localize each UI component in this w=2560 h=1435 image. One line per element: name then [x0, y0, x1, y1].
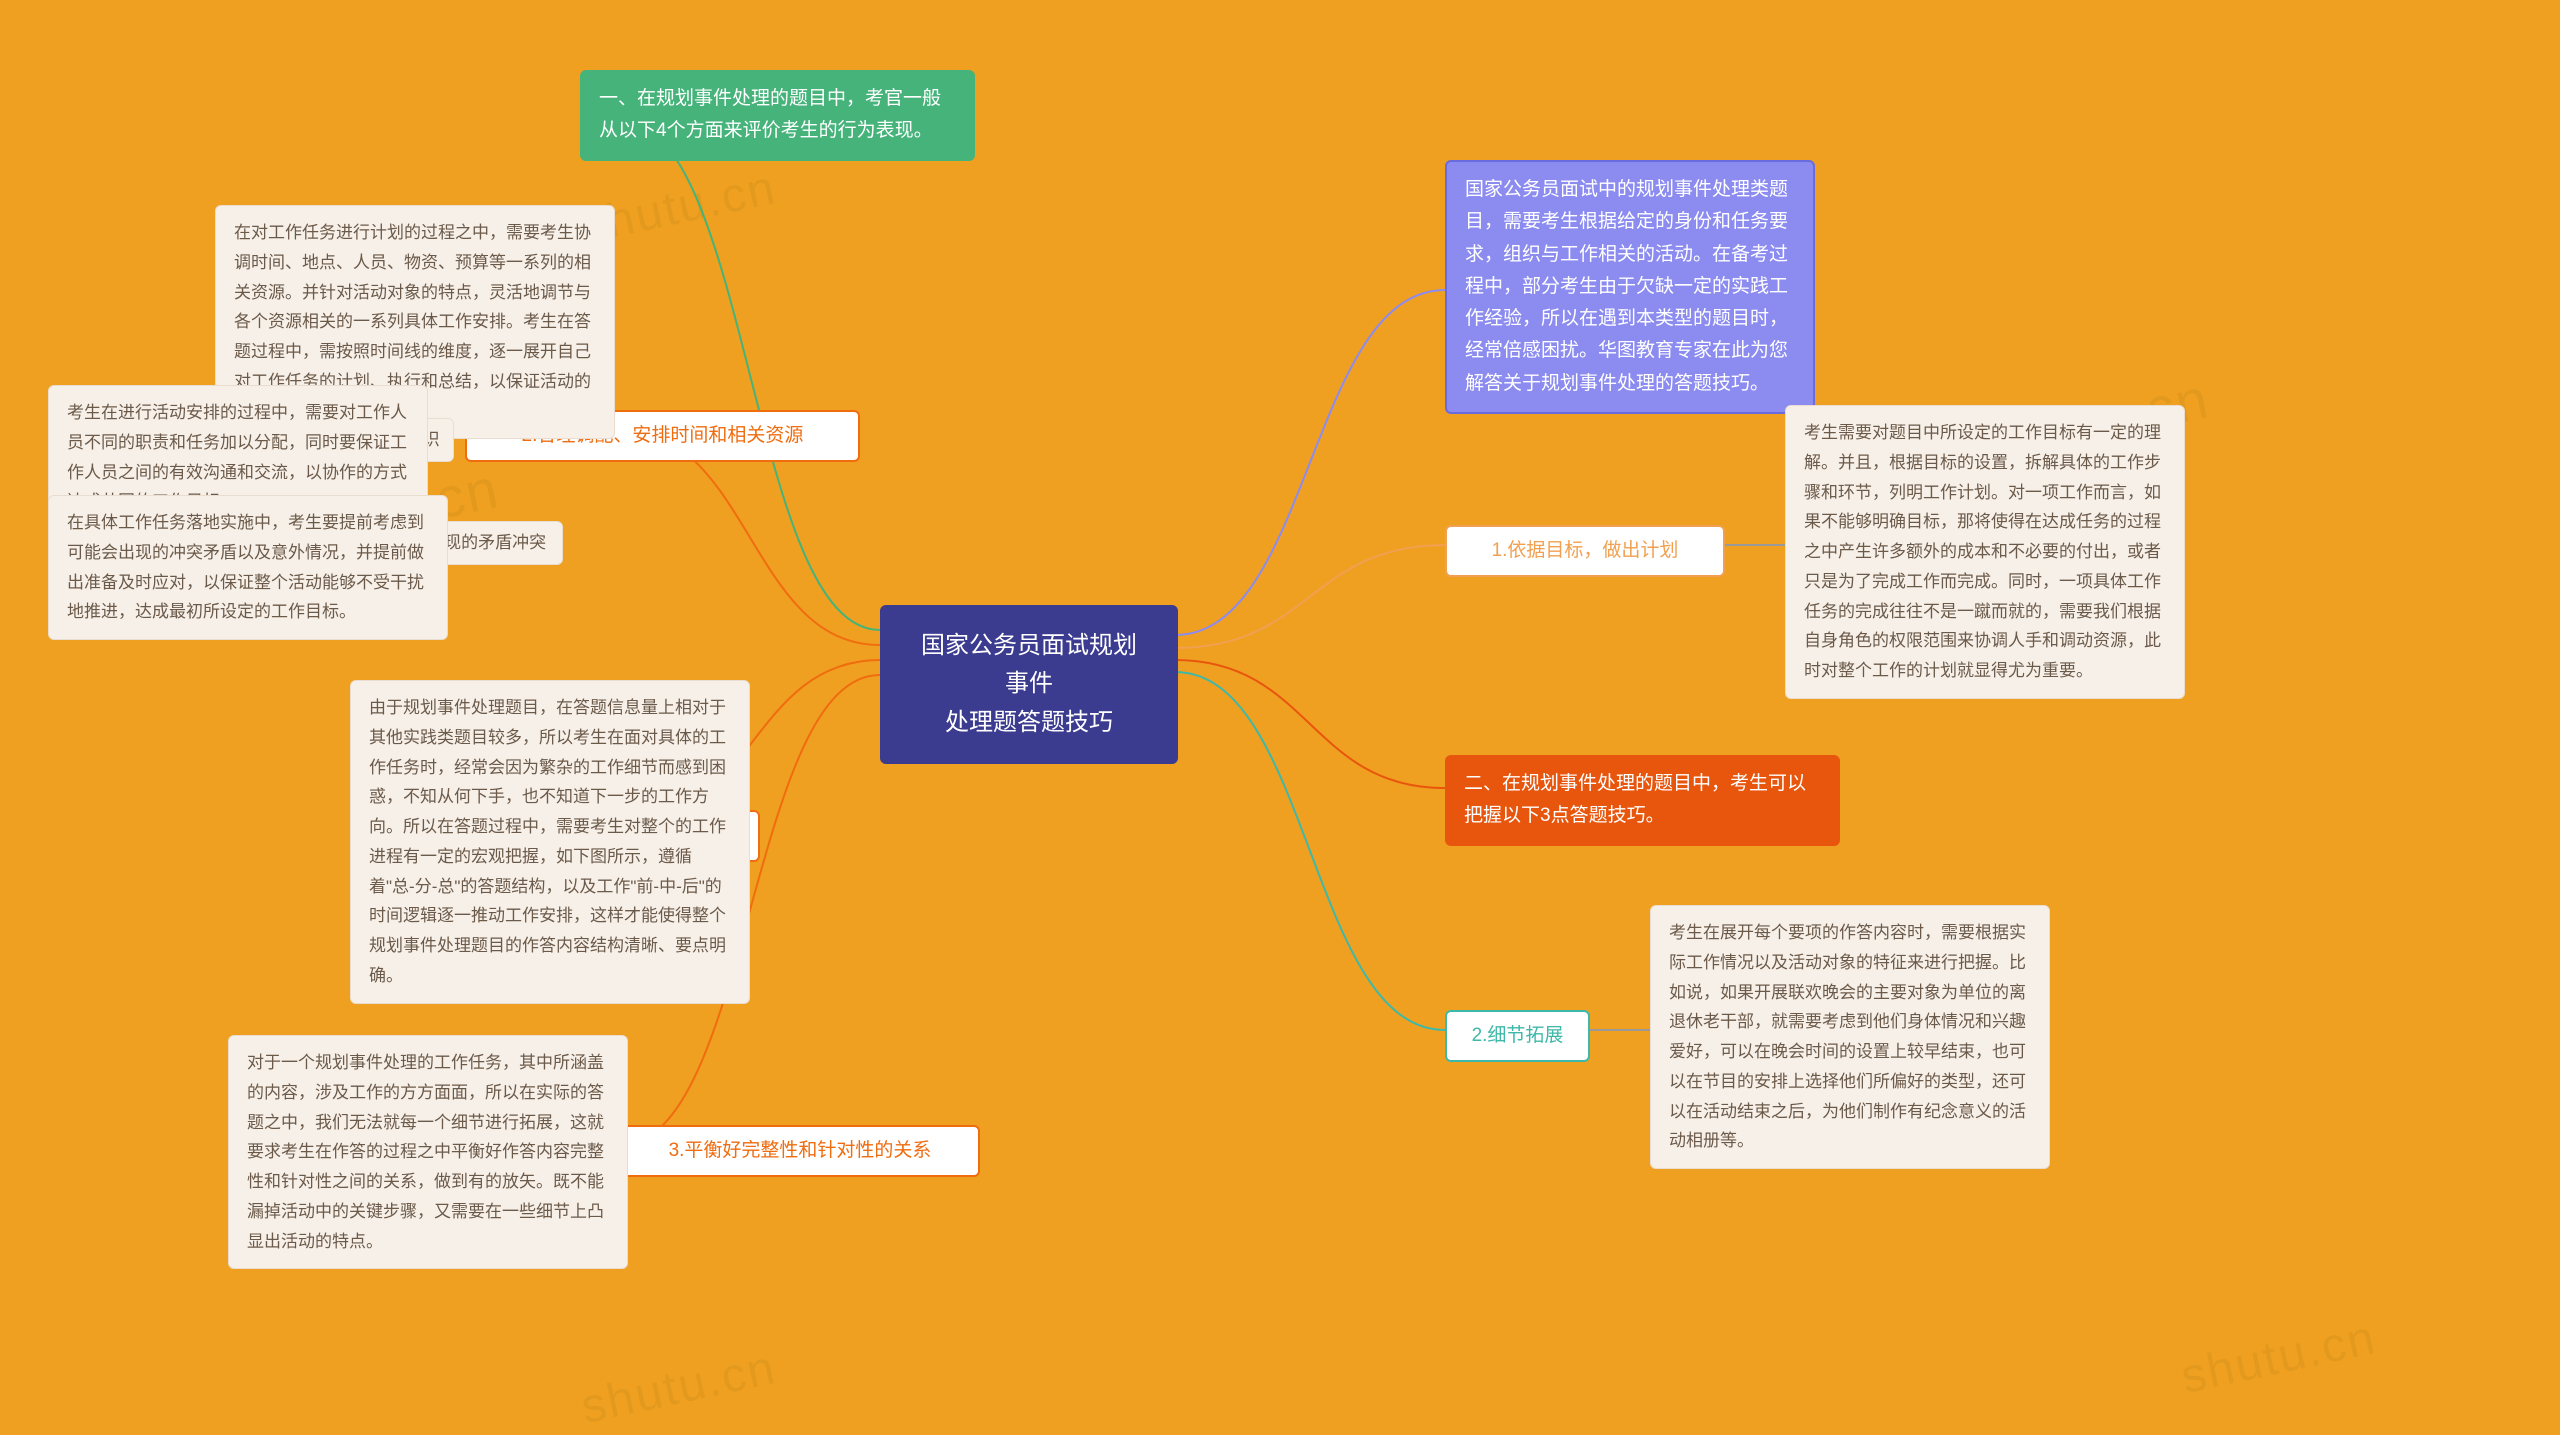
right-tip1-detail: 考生需要对题目中所设定的工作目标有一定的理解。并且，根据目标的设置，拆解具体的工… — [1785, 405, 2185, 699]
center-node: 国家公务员面试规划事件处理题答题技巧 — [880, 605, 1178, 764]
left-item1-detail: 由于规划事件处理题目，在答题信息量上相对于其他实践类题目较多，所以考生在面对具体… — [350, 680, 750, 1004]
left-item3-label: 3.平衡好完整性和针对性的关系 — [620, 1125, 980, 1177]
right-tip1-label: 1.依据目标，做出计划 — [1445, 525, 1725, 577]
watermark: shutu.cn — [576, 1340, 781, 1435]
right-tip2-detail: 考生在展开每个要项的作答内容时，需要根据实际工作情况以及活动对象的特征来进行把握… — [1650, 905, 2050, 1169]
left-section-a: 一、在规划事件处理的题目中，考官一般从以下4个方面来评价考生的行为表现。 — [580, 70, 975, 161]
watermark: shutu.cn — [2176, 1310, 2381, 1405]
left-item3-detail: 对于一个规划事件处理的工作任务，其中所涵盖的内容，涉及工作的方方面面，所以在实际… — [228, 1035, 628, 1269]
right-intro: 国家公务员面试中的规划事件处理类题目，需要考生根据给定的身份和任务要求，组织与工… — [1445, 160, 1815, 414]
right-tip2-label: 2.细节拓展 — [1445, 1010, 1590, 1062]
right-section-b: 二、在规划事件处理的题目中，考生可以把握以下3点答题技巧。 — [1445, 755, 1840, 846]
left-item2-subbot-text: 在具体工作任务落地实施中，考生要提前考虑到可能会出现的冲突矛盾以及意外情况，并提… — [48, 495, 448, 640]
